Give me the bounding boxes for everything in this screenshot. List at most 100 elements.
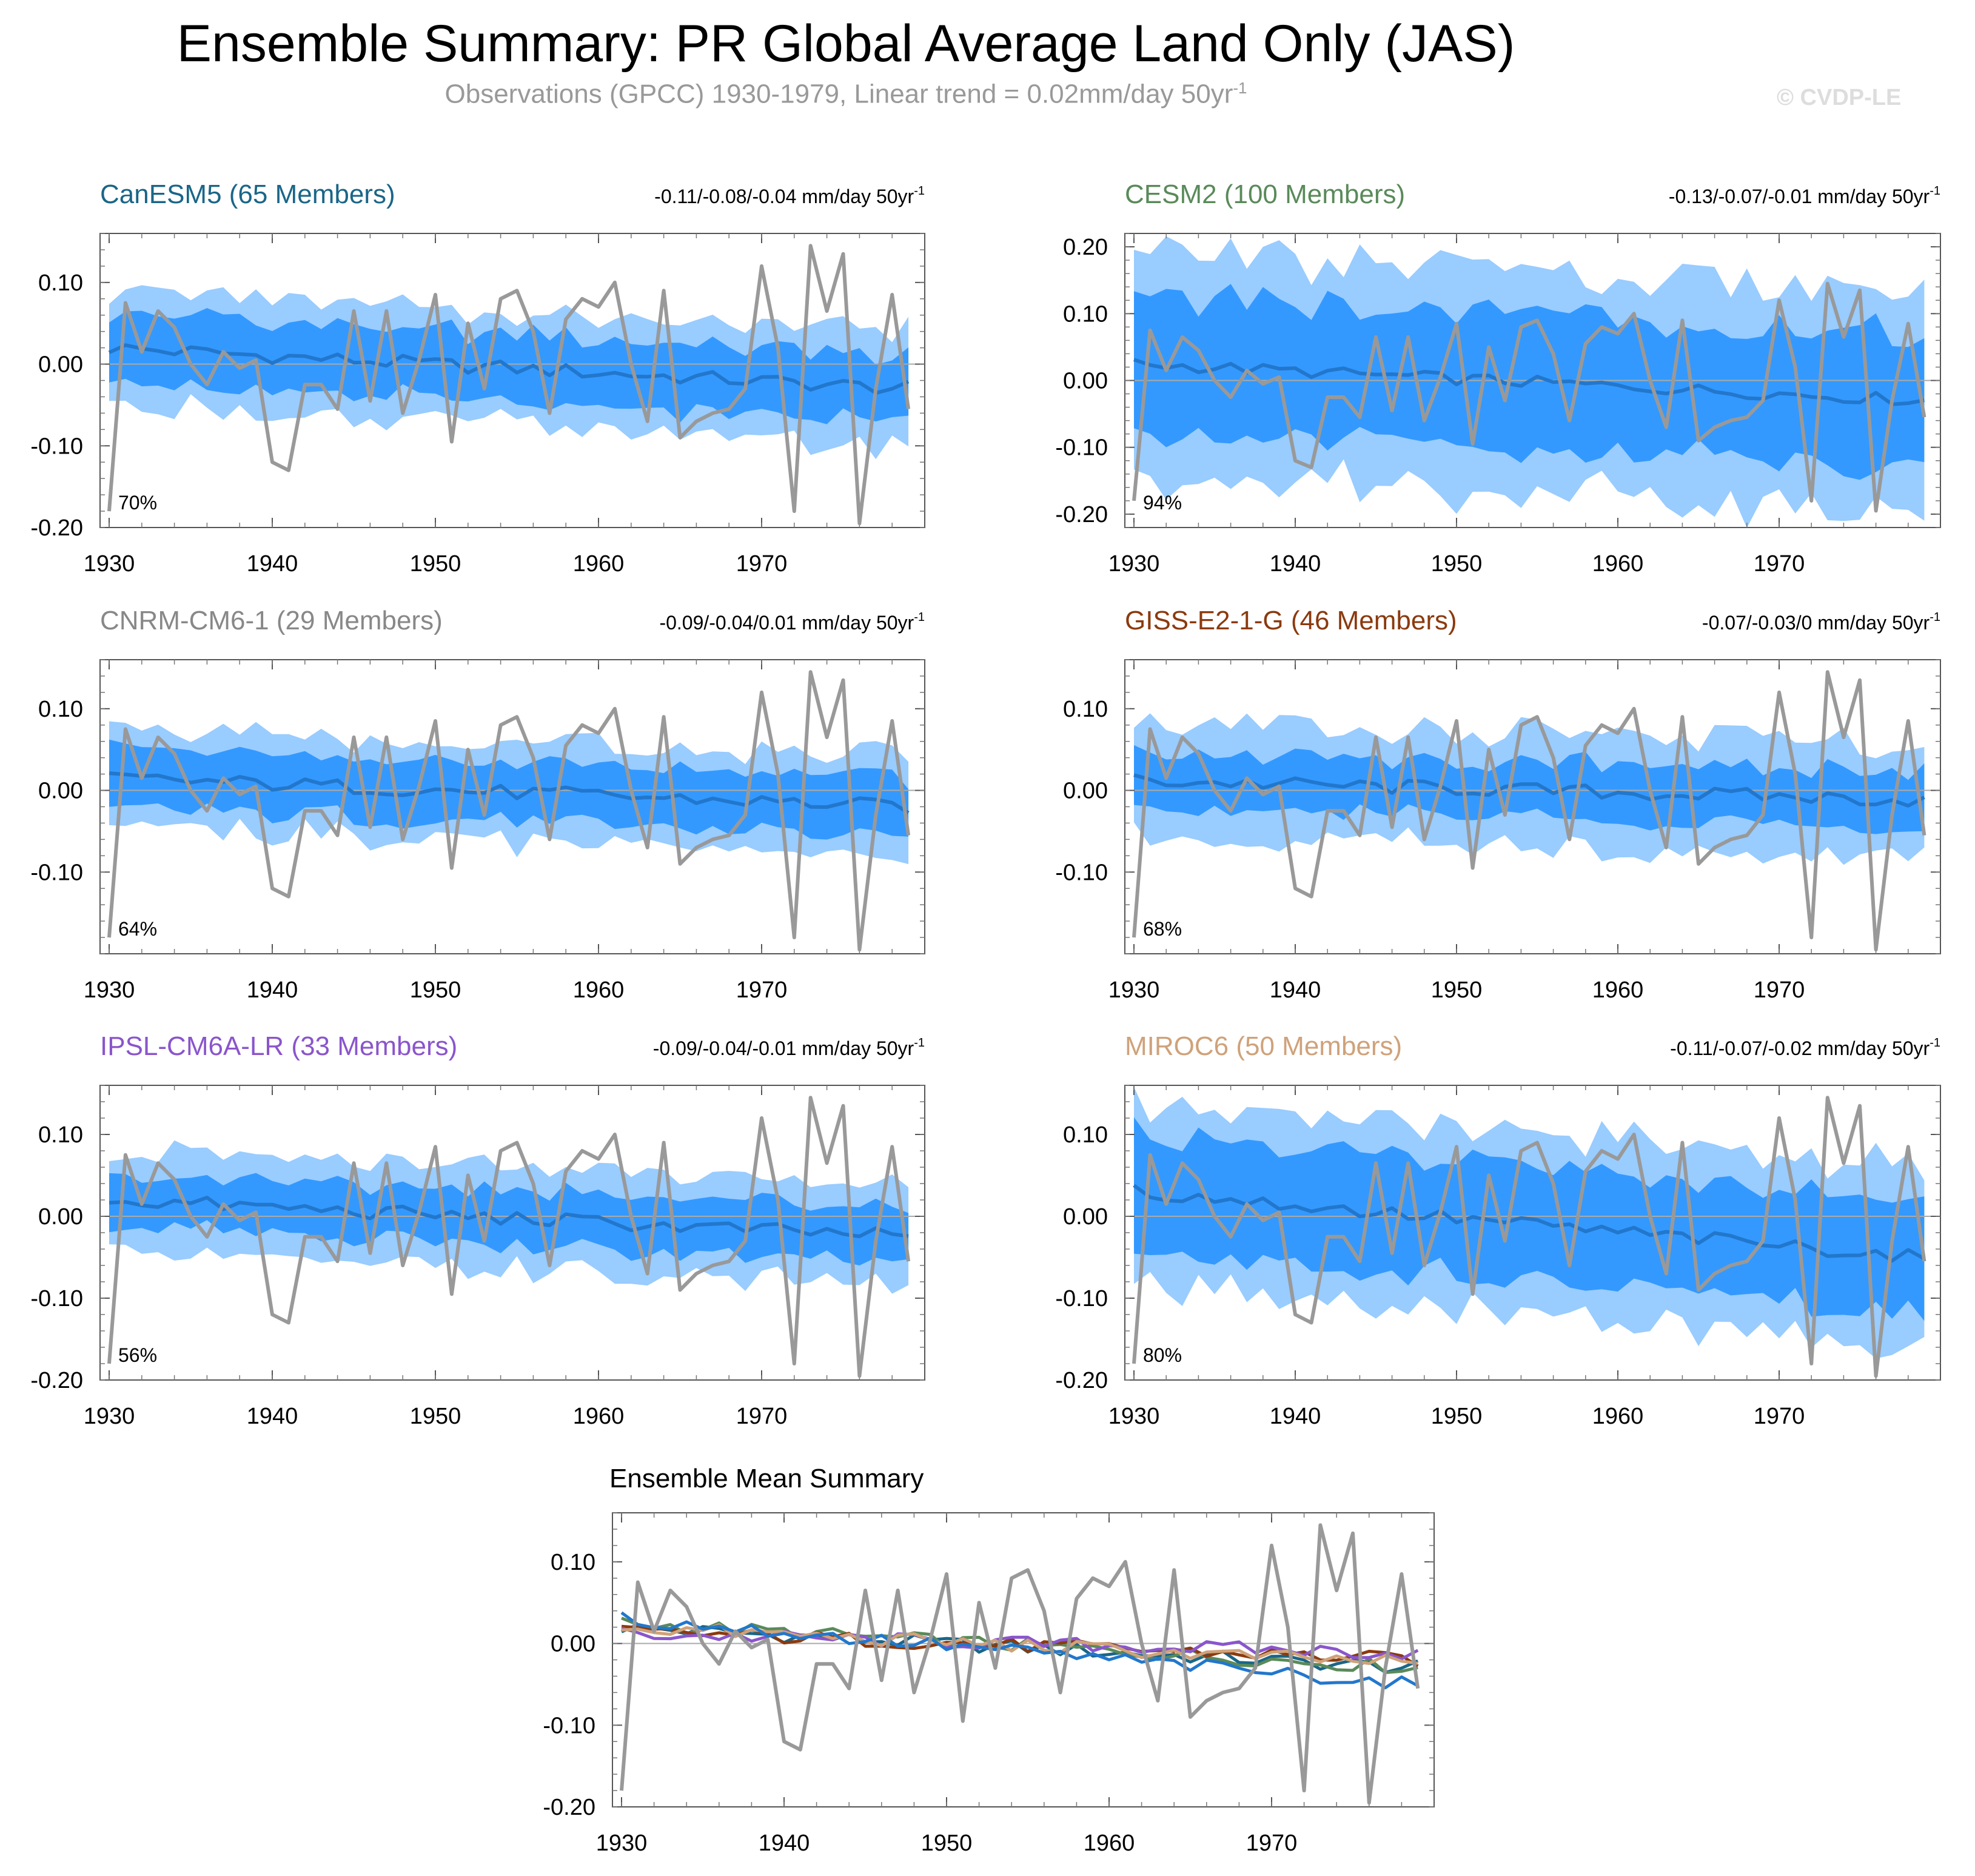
panel-2-ensemble-mean-line: [1133, 358, 1925, 406]
panel-4-percent-label: 68%: [1143, 918, 1182, 940]
panel-6-xtick-label: 1960: [1592, 1404, 1644, 1429]
panel-3-trend-label: -0.09/-0.04/0.01 mm/day 50yr-1: [659, 611, 925, 634]
mean-summary-panel: -0.20 -0.10 0.00 0.10 1930 1940 1950 1960 1970 En…: [543, 1464, 1435, 1856]
panel-4-xtick-label: 1950: [1431, 977, 1483, 1003]
subtitle-sup: -1: [1233, 79, 1247, 97]
panel-4: -0.10 0.00 0.10 1930 1940 1950 1960 1970 GISS-E2…: [1055, 606, 1941, 1003]
panel-3-ytick-label: 0.00: [38, 779, 83, 804]
panel-2-percent-label: 94%: [1143, 492, 1182, 514]
panel-1-xtick-label: 1970: [736, 551, 788, 577]
panel-1-ytick-label: 0.10: [38, 270, 83, 296]
panel-5-percent-label: 56%: [118, 1344, 157, 1366]
panel-3-xtick-label: 1930: [84, 977, 135, 1003]
panel-2-ytick-label: -0.20: [1055, 502, 1108, 528]
mean-summary-xtick-label: 1940: [759, 1831, 810, 1856]
panel-6-ytick-label: 0.10: [1063, 1122, 1108, 1148]
mean-summary-ytick-label: -0.10: [543, 1713, 595, 1738]
panel-1-observation-line: [107, 244, 911, 526]
panel-6-ensemble-mean-line: [1133, 1184, 1925, 1263]
panel-5-ensemble-mean-line: [109, 1196, 909, 1239]
panel-1-trend-label: -0.11/-0.08/-0.04 mm/day 50yr-1: [654, 184, 925, 207]
panel-6-xtick-label: 1950: [1431, 1404, 1483, 1429]
mean-summary-xtick-label: 1970: [1246, 1831, 1298, 1856]
panel-3-ensemble-mean-line: [109, 771, 910, 815]
panel-1-ytick-label: -0.10: [30, 434, 83, 459]
panel-2-ytick-label: 0.20: [1063, 235, 1108, 260]
panel-6-trend-label: -0.11/-0.07/-0.02 mm/day 50yr-1: [1670, 1036, 1940, 1059]
panel-2-xtick-label: 1970: [1754, 551, 1805, 577]
panel-3-xtick-label: 1950: [410, 977, 461, 1003]
mean-summary-ytick-label: -0.20: [543, 1795, 595, 1820]
panel-5-xtick-label: 1930: [84, 1404, 135, 1429]
panel-5-xtick-label: 1960: [573, 1404, 625, 1429]
panel-6-xtick-label: 1940: [1270, 1404, 1321, 1429]
panel-5-ytick-label: 0.10: [38, 1122, 83, 1148]
watermark: © CVDP-LE: [1777, 85, 1902, 110]
panel-2-xtick-label: 1960: [1592, 551, 1644, 577]
panel-4-trend-label: -0.07/-0.03/0 mm/day 50yr-1: [1702, 611, 1940, 634]
panel-6-ytick-label: -0.20: [1055, 1368, 1108, 1393]
panel-2-ytick-label: -0.10: [1055, 435, 1108, 461]
panel-4-xtick-label: 1960: [1592, 977, 1644, 1003]
panel-2-xtick-label: 1940: [1270, 551, 1321, 577]
panel-3-xtick-label: 1960: [573, 977, 625, 1003]
panel-4-ytick-label: 0.00: [1063, 779, 1108, 804]
panel-1: -0.20 -0.10 0.00 0.10 1930 1940 1950 1960 1970 Ca…: [30, 179, 925, 577]
panel-1-ensemble-mean-line: [108, 343, 910, 395]
panel-3-xtick-label: 1940: [247, 977, 298, 1003]
panel-4-observation-line: [1132, 670, 1926, 952]
mean-summary-xtick-label: 1960: [1084, 1831, 1135, 1856]
mean-summary-ytick-label: 0.10: [551, 1550, 595, 1575]
panel-5-xtick-label: 1950: [410, 1404, 461, 1429]
panel-2-title: CESM2 (100 Members): [1125, 179, 1405, 209]
panel-1-title: CanESM5 (65 Members): [100, 179, 395, 209]
panel-4-xtick-label: 1930: [1108, 977, 1160, 1003]
panel-6: -0.20 -0.10 0.00 0.10 1930 1940 1950 1960 1970 MI…: [1055, 1031, 1941, 1429]
panel-4-xtick-label: 1940: [1270, 977, 1321, 1003]
panel-1-xtick-label: 1930: [84, 551, 135, 577]
panel-2-observation-line: [1132, 281, 1926, 513]
panel-6-percent-label: 80%: [1143, 1344, 1182, 1366]
panel-5-ytick-label: 0.00: [38, 1204, 83, 1230]
panel-6-ytick-label: -0.10: [1055, 1286, 1108, 1312]
panel-3-observation-line: [107, 670, 911, 952]
panel-1-percent-label: 70%: [118, 492, 157, 514]
panel-6-observation-line: [1132, 1096, 1926, 1378]
panel-2-ytick-label: 0.00: [1063, 369, 1108, 394]
panel-3-ytick-label: 0.10: [38, 697, 83, 722]
panel-3-percent-label: 64%: [118, 918, 157, 940]
panel-5-observation-line: [107, 1096, 911, 1378]
panel-1-xtick-label: 1960: [573, 551, 625, 577]
panel-6-xtick-label: 1930: [1108, 1404, 1160, 1429]
main-subtitle: Observations (GPCC) 1930-1979, Linear tr…: [0, 79, 1692, 110]
panel-3-title: CNRM-CM6-1 (29 Members): [100, 606, 443, 635]
panel-5-ytick-label: -0.20: [30, 1368, 83, 1393]
panel-2-xtick-label: 1950: [1431, 551, 1483, 577]
panel-1-xtick-label: 1940: [247, 551, 298, 577]
panel-4-ytick-label: 0.10: [1063, 697, 1108, 722]
mean-summary-series-6: [620, 1611, 1419, 1690]
panel-4-title: GISS-E2-1-G (46 Members): [1125, 606, 1457, 635]
panel-3: -0.10 0.00 0.10 1930 1940 1950 1960 1970 CNRM-CM…: [30, 606, 925, 1003]
panel-3-ytick-label: -0.10: [30, 860, 83, 885]
panel-5: -0.20 -0.10 0.00 0.10 1930 1940 1950 1960 1970 IP…: [30, 1031, 925, 1429]
panel-2-trend-label: -0.13/-0.07/-0.01 mm/day 50yr-1: [1669, 184, 1940, 207]
panel-5-xtick-label: 1970: [736, 1404, 788, 1429]
mean-summary-observation-line: [620, 1523, 1420, 1805]
panel-5-title: IPSL-CM6A-LR (33 Members): [100, 1031, 457, 1061]
subtitle-text: Observations (GPCC) 1930-1979, Linear tr…: [444, 79, 1233, 109]
panel-1-ytick-label: 0.00: [38, 352, 83, 378]
mean-summary-xtick-label: 1950: [921, 1831, 973, 1856]
panel-2-ytick-label: 0.10: [1063, 301, 1108, 327]
panel-3-inner-band: [109, 739, 909, 840]
panel-5-ytick-label: -0.10: [30, 1286, 83, 1312]
panel-5-trend-label: -0.09/-0.04/-0.01 mm/day 50yr-1: [653, 1036, 925, 1059]
panel-1-xtick-label: 1950: [410, 551, 461, 577]
panel-4-xtick-label: 1970: [1754, 977, 1805, 1003]
panel-5-xtick-label: 1940: [247, 1404, 298, 1429]
mean-summary-xtick-label: 1930: [596, 1831, 648, 1856]
panel-3-xtick-label: 1970: [736, 977, 788, 1003]
panel-2-xtick-label: 1930: [1108, 551, 1160, 577]
panel-2: -0.20 -0.10 0.00 0.10 0.20 1930 1940 1950 1960 19…: [1055, 179, 1941, 577]
panel-1-ytick-label: -0.20: [30, 515, 83, 541]
